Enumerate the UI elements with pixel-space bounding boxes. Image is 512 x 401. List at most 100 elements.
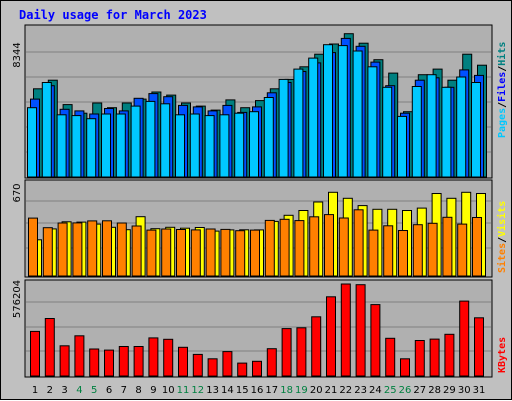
x-tick-day-29: 29 — [443, 385, 456, 396]
hits-panel-pages-bar-day-13 — [204, 115, 215, 178]
hits-panel-pages-bar-day-1 — [27, 107, 37, 178]
x-tick-day-19: 19 — [295, 385, 308, 396]
kbytes-ymax-label: 576204 — [12, 280, 23, 318]
x-tick-day-7: 7 — [121, 385, 127, 396]
hits-panel-pages-bar-day-15 — [234, 112, 245, 178]
hits-panel-pages-bar-day-4 — [71, 115, 82, 178]
x-tick-day-27: 27 — [413, 385, 426, 396]
x-tick-day-12: 12 — [191, 385, 204, 396]
legend-hits: Hits — [496, 42, 508, 66]
kbytes-panel-kbytes-bar-day-27 — [414, 340, 425, 377]
x-tick-day-20: 20 — [310, 385, 323, 396]
visits-panel-sites-bar-day-15 — [235, 230, 246, 277]
kbytes-panel-kbytes-bar-day-31 — [474, 317, 484, 377]
chart-title: Daily usage for March 2023 — [19, 8, 207, 22]
kbytes-panel-kbytes-bar-day-8 — [133, 346, 144, 377]
hits-panel-pages-bar-day-21 — [323, 44, 333, 178]
kbytes-panel-kbytes-bar-day-19 — [296, 327, 307, 377]
visits-panel-sites-bar-day-9 — [146, 229, 157, 277]
hits-ymax-label: 8344 — [12, 42, 23, 67]
x-tick-day-24: 24 — [369, 385, 382, 396]
kbytes-panel-kbytes-bar-day-5 — [89, 348, 100, 377]
visits-panel-sites-bar-day-1 — [28, 217, 38, 277]
kbytes-panel-kbytes-bar-day-12 — [192, 353, 203, 377]
hits-panel-pages-bar-day-30 — [456, 76, 467, 178]
hits-panel-pages-bar-day-8 — [130, 105, 141, 178]
hits-panel-pages-bar-day-28 — [426, 74, 437, 178]
legend-sites: Sites — [496, 243, 508, 273]
x-tick-day-15: 15 — [236, 385, 249, 396]
x-tick-day-14: 14 — [221, 385, 234, 396]
kbytes-panel-kbytes-bar-day-28 — [429, 338, 440, 377]
hits-panel-pages-bar-day-9 — [145, 100, 156, 178]
x-tick-day-16: 16 — [251, 385, 264, 396]
hits-legend: Pages/Files/Hits — [496, 42, 508, 138]
visits-panel-sites-bar-day-18 — [279, 218, 290, 277]
x-tick-day-21: 21 — [325, 385, 338, 396]
kbytes-panel-kbytes-bar-day-29 — [444, 333, 455, 377]
hits-panel-pages-bar-day-23 — [352, 50, 363, 178]
hits-panel-pages-bar-day-18 — [278, 78, 289, 178]
bars-layer — [27, 33, 487, 377]
kbytes-panel-kbytes-bar-day-30 — [459, 300, 470, 377]
hits-panel-pages-bar-day-14 — [219, 114, 230, 178]
x-tick-day-23: 23 — [354, 385, 367, 396]
x-tick-day-17: 17 — [265, 385, 278, 396]
hits-panel-pages-bar-day-3 — [56, 114, 67, 178]
x-tick-day-13: 13 — [206, 385, 219, 396]
kbytes-panel-kbytes-bar-day-17 — [266, 348, 277, 377]
hits-panel-pages-bar-day-29 — [441, 86, 452, 178]
hits-panel-pages-bar-day-25 — [382, 86, 393, 178]
kbytes-panel-kbytes-bar-day-1 — [30, 330, 40, 377]
visits-panel-sites-bar-day-11 — [176, 229, 186, 277]
kbytes-panel-kbytes-bar-day-14 — [222, 351, 233, 377]
hits-panel-pages-bar-day-10 — [160, 103, 171, 178]
visits-panel-sites-bar-day-28 — [427, 222, 438, 277]
x-tick-day-26: 26 — [399, 385, 412, 396]
kbytes-panel-kbytes-bar-day-24 — [370, 304, 381, 377]
legend-pages: Pages — [497, 108, 508, 138]
kbytes-legend: KBytes — [497, 337, 508, 373]
x-tick-day-22: 22 — [339, 385, 352, 396]
visits-panel-sites-bar-day-26 — [398, 230, 408, 277]
visits-panel-sites-bar-day-27 — [412, 224, 423, 277]
kbytes-panel-kbytes-bar-day-10 — [163, 338, 174, 377]
x-tick-day-25: 25 — [384, 385, 397, 396]
kbytes-panel-kbytes-bar-day-13 — [207, 358, 218, 377]
visits-panel-sites-bar-day-22 — [338, 217, 349, 277]
visits-panel-sites-bar-day-3 — [57, 222, 68, 277]
hits-panel-pages-bar-day-2 — [41, 82, 52, 178]
legend-kbytes: KBytes — [497, 337, 508, 373]
hits-panel-pages-bar-day-27 — [411, 86, 422, 178]
visits-panel-sites-bar-day-10 — [161, 228, 172, 277]
legend-sep-2: / — [497, 66, 508, 72]
kbytes-panel-kbytes-bar-day-4 — [74, 335, 85, 377]
visits-panel-sites-bar-day-29 — [442, 216, 453, 277]
kbytes-panel-kbytes-bar-day-7 — [118, 346, 129, 377]
visits-ymax-label: 670 — [12, 183, 23, 202]
x-tick-day-4: 4 — [76, 385, 82, 396]
hits-panel-pages-bar-day-26 — [397, 115, 407, 178]
kbytes-panel-kbytes-bar-day-21 — [326, 296, 336, 377]
hits-panel-pages-bar-day-19 — [293, 68, 304, 178]
kbytes-panel-kbytes-bar-day-2 — [44, 318, 55, 377]
visits-panel-sites-bar-day-7 — [116, 222, 127, 277]
x-tick-day-5: 5 — [91, 385, 97, 396]
kbytes-panel-kbytes-bar-day-16 — [252, 360, 262, 377]
kbytes-panel-kbytes-bar-day-25 — [385, 337, 396, 377]
visits-panel-sites-bar-day-8 — [131, 225, 142, 277]
x-tick-day-1: 1 — [32, 385, 38, 396]
visits-panel-sites-bar-day-31 — [472, 217, 482, 277]
hits-panel-pages-bar-day-7 — [115, 113, 126, 178]
x-tick-day-18: 18 — [280, 385, 293, 396]
kbytes-panel-kbytes-bar-day-9 — [148, 337, 159, 377]
kbytes-panel-kbytes-bar-day-18 — [281, 328, 292, 377]
hits-panel-pages-bar-day-6 — [101, 113, 111, 178]
hits-panel-pages-bar-day-20 — [308, 57, 319, 178]
kbytes-panel-kbytes-bar-day-20 — [311, 316, 322, 377]
x-tick-day-28: 28 — [428, 385, 441, 396]
visits-panel-sites-bar-day-25 — [383, 225, 394, 277]
x-tick-day-31: 31 — [473, 385, 486, 396]
